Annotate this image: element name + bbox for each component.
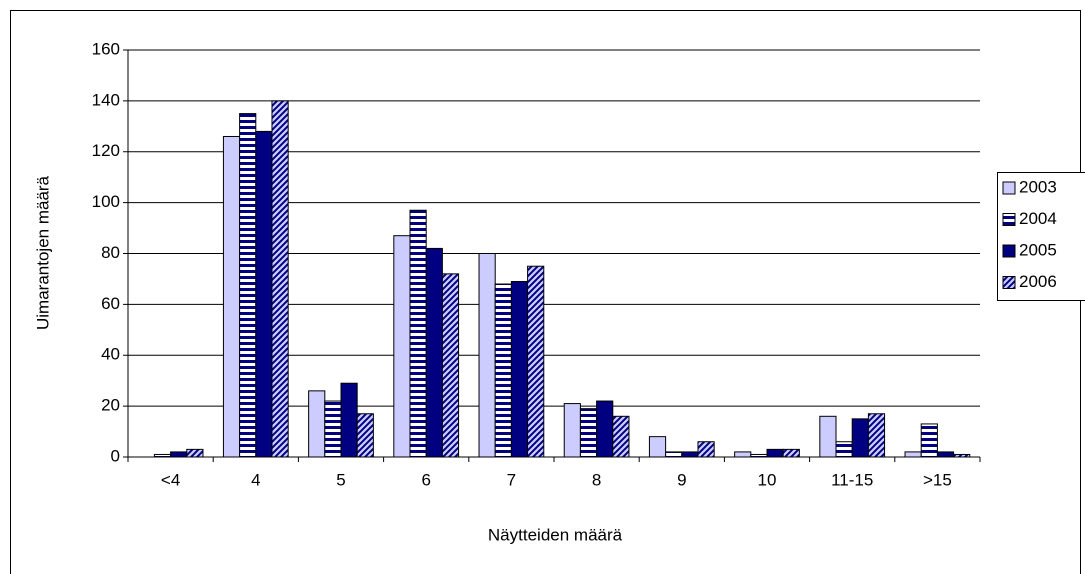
- bar: [563, 403, 581, 458]
- bar: [920, 423, 938, 458]
- bar: [425, 247, 443, 458]
- bar: [478, 253, 496, 458]
- bar: [170, 451, 188, 458]
- y-axis-title: Uimarantojen määrä: [33, 175, 52, 330]
- bar: [409, 209, 427, 458]
- y-tick-label: 20: [101, 396, 120, 415]
- x-tick-label: >15: [923, 470, 952, 489]
- y-tick-label: 100: [92, 192, 120, 211]
- x-axis-title: Näytteiden määrä: [488, 525, 623, 544]
- bar: [494, 283, 512, 458]
- legend-label: 2005: [1019, 240, 1057, 259]
- bar: [255, 130, 273, 458]
- legend-swatch: [1002, 181, 1016, 195]
- x-tick-label: 4: [251, 470, 260, 489]
- bar: [441, 273, 460, 458]
- x-tick-label: 5: [336, 470, 345, 489]
- x-tick-label: 10: [758, 470, 777, 489]
- bar: [734, 451, 752, 458]
- y-tick-label: 80: [101, 243, 120, 262]
- bar: [819, 415, 837, 458]
- x-tick-label: 9: [677, 470, 686, 489]
- bar: [936, 451, 955, 458]
- legend-swatch: [1002, 276, 1016, 289]
- legend-swatch: [1002, 244, 1016, 258]
- bar: [324, 400, 342, 458]
- bar: [612, 415, 630, 458]
- bar: [239, 113, 257, 458]
- x-tick-label: 11-15: [831, 470, 873, 489]
- bar: [271, 100, 289, 458]
- bar: [867, 413, 886, 458]
- bar: [904, 451, 922, 458]
- y-tick-label: 40: [101, 345, 120, 364]
- bar: [596, 400, 614, 458]
- bar: [186, 448, 204, 458]
- x-tick-label: <4: [161, 470, 180, 489]
- y-tick-label: 120: [92, 141, 120, 160]
- bar: [766, 448, 784, 458]
- bar: [782, 448, 800, 458]
- legend-label: 2004: [1019, 209, 1057, 228]
- bar: [648, 436, 667, 458]
- bar: [356, 413, 374, 458]
- y-tick-label: 60: [101, 294, 120, 313]
- legend-label: 2006: [1019, 272, 1057, 291]
- y-tick-label: 160: [92, 39, 120, 58]
- bar: [393, 235, 411, 458]
- bar: [308, 390, 326, 458]
- x-tick-label: 8: [592, 470, 601, 489]
- bar: [579, 408, 598, 458]
- y-tick-label: 0: [111, 446, 120, 465]
- bar: [510, 280, 529, 458]
- bar: [665, 451, 683, 458]
- legend-swatch: [1002, 213, 1016, 226]
- y-tick-label: 140: [92, 90, 120, 109]
- bar: [681, 451, 699, 458]
- bar: [340, 382, 358, 458]
- bar: [222, 135, 241, 458]
- bar: [527, 265, 545, 458]
- x-tick-label: 6: [421, 470, 430, 489]
- bar: [835, 441, 853, 458]
- x-tick-label: 7: [507, 470, 516, 489]
- legend-label: 2003: [1019, 177, 1057, 196]
- bar: [697, 441, 715, 458]
- bar: [851, 418, 869, 458]
